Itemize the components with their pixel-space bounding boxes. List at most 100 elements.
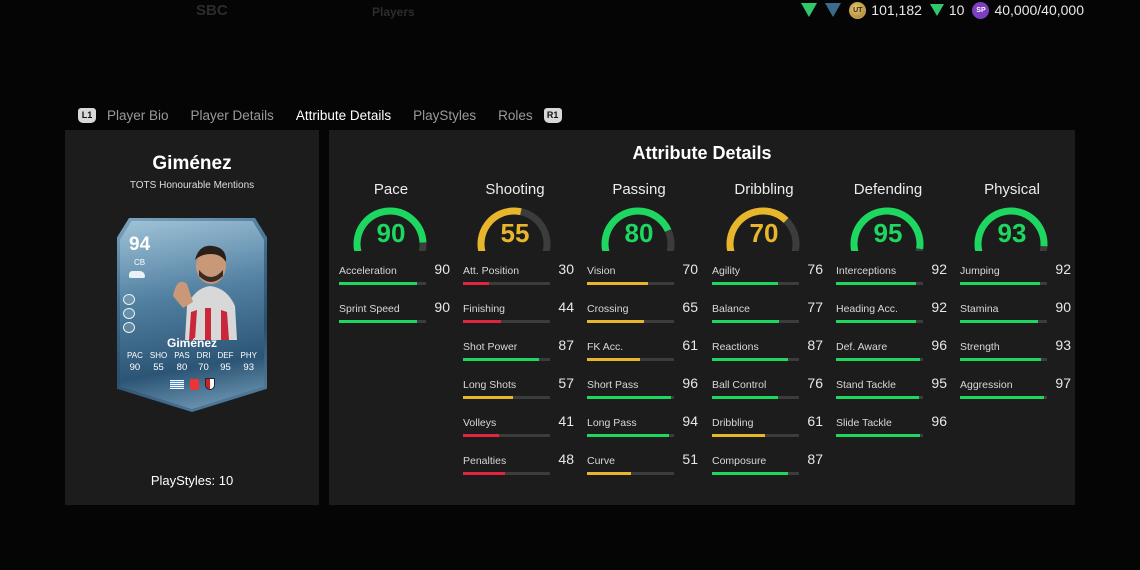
card-stat-dri: DRI 70	[196, 351, 211, 373]
player-card[interactable]: 94 CB Giménez PAC 90 SHO 55 PAS 80 DRI 70 DE…	[117, 218, 267, 412]
stat-label: Acceleration	[339, 265, 397, 277]
stat-row[interactable]: Att. Position 30	[463, 261, 574, 285]
stat-row[interactable]: Volleys 41	[463, 413, 574, 437]
gauge-fill	[601, 207, 675, 251]
category-name: Defending	[853, 181, 923, 198]
stat-value: 90	[434, 261, 450, 277]
card-version: TOTS Honourable Mentions	[129, 180, 255, 191]
boot-icon	[129, 271, 145, 278]
stat-row[interactable]: Strength 93	[960, 337, 1071, 361]
r1-bumper-icon[interactable]: R1	[543, 107, 562, 123]
category-gauge	[974, 207, 1048, 251]
tab-attribute-details[interactable]: Attribute Details	[295, 107, 392, 123]
stat-value: 90	[434, 299, 450, 315]
currency-bar: UT 101,182 10 SP 40,000/40,000	[801, 0, 1084, 20]
stat-bar-track	[960, 320, 1047, 323]
stat-value: 87	[558, 337, 574, 353]
tab-player-bio[interactable]: Player Bio	[107, 107, 169, 123]
stat-row[interactable]: Acceleration 90	[339, 261, 450, 285]
tab-player-details[interactable]: Player Details	[190, 107, 274, 123]
division-icon	[825, 3, 842, 17]
stat-label: Jumping	[960, 265, 1000, 277]
detail-tabs: L1 Player Bio Player Details Attribute D…	[78, 105, 562, 125]
stat-row[interactable]: Slide Tackle 96	[836, 413, 947, 437]
stat-bar-fill	[463, 358, 539, 361]
sp-value: 40,000/40,000	[994, 2, 1084, 18]
stat-row[interactable]: FK Acc. 61	[587, 337, 698, 361]
stat-label: Sprint Speed	[339, 303, 400, 315]
playstyle-icon	[123, 322, 135, 333]
player-card-panel: Giménez TOTS Honourable Mentions 94 CB G…	[65, 130, 319, 505]
player-name: Giménez	[152, 153, 232, 174]
stat-bar-fill	[339, 320, 418, 323]
category-rating: 80	[624, 218, 654, 248]
stat-row[interactable]: Ball Control 76	[712, 375, 823, 399]
stat-label: Heading Acc.	[836, 303, 898, 315]
stat-row[interactable]: Aggression 97	[960, 375, 1071, 399]
stat-row[interactable]: Dribbling 61	[712, 413, 823, 437]
stat-label: Strength	[960, 341, 1000, 353]
card-badges	[117, 378, 267, 390]
card-stat-pac: PAC 90	[127, 351, 143, 373]
stat-bar-track	[836, 320, 923, 323]
stat-label: Stand Tackle	[836, 379, 896, 391]
stat-label: Vision	[587, 265, 616, 277]
stat-row[interactable]: Stand Tackle 95	[836, 375, 947, 399]
tokens-display: 10	[929, 2, 964, 18]
gauge-fill	[353, 207, 427, 251]
stat-value: 51	[682, 451, 698, 467]
stat-value: 95	[931, 375, 947, 391]
stat-row[interactable]: Def. Aware 96	[836, 337, 947, 361]
stat-bar-track	[463, 320, 550, 323]
stat-row[interactable]: Shot Power 87	[463, 337, 574, 361]
stat-label: Slide Tackle	[836, 417, 892, 429]
nav-item-sbc[interactable]: SBC	[196, 2, 228, 19]
stat-row[interactable]: Interceptions 92	[836, 261, 947, 285]
tab-roles[interactable]: Roles	[498, 107, 533, 123]
l1-bumper-icon[interactable]: L1	[78, 107, 96, 123]
stat-row[interactable]: Crossing 65	[587, 299, 698, 323]
stat-row[interactable]: Finishing 44	[463, 299, 574, 323]
stat-row[interactable]: Short Pass 96	[587, 375, 698, 399]
club-badge-icon	[204, 378, 215, 390]
tab-playstyles[interactable]: PlayStyles	[413, 107, 477, 123]
stat-bar-track	[587, 472, 674, 475]
stat-row[interactable]: Agility 76	[712, 261, 823, 285]
stat-label: Def. Aware	[836, 341, 888, 353]
stat-bar-track	[712, 358, 799, 361]
stat-label: Agility	[712, 265, 741, 277]
nav-item-players[interactable]: Players	[372, 5, 415, 19]
stat-row[interactable]: Stamina 90	[960, 299, 1071, 323]
stat-row[interactable]: Heading Acc. 92	[836, 299, 947, 323]
stat-row[interactable]: Vision 70	[587, 261, 698, 285]
stat-bar-fill	[712, 434, 766, 437]
stat-value: 61	[807, 413, 823, 429]
stat-bar-track	[587, 396, 674, 399]
stat-label: Stamina	[960, 303, 999, 315]
stat-row[interactable]: Composure 87	[712, 451, 823, 475]
category-rating: 55	[500, 218, 530, 248]
stat-value: 87	[807, 337, 823, 353]
stat-bar-fill	[587, 320, 644, 323]
stat-row[interactable]: Balance 77	[712, 299, 823, 323]
stat-row[interactable]: Long Pass 94	[587, 413, 698, 437]
stat-bar-track	[836, 396, 923, 399]
stat-row[interactable]: Sprint Speed 90	[339, 299, 450, 323]
stat-bar-fill	[587, 396, 671, 399]
stat-value: 41	[558, 413, 574, 429]
stat-row[interactable]: Curve 51	[587, 451, 698, 475]
stat-row[interactable]: Penalties 48	[463, 451, 574, 475]
nation-flag-icon	[169, 379, 184, 389]
stat-bar-track	[836, 282, 923, 285]
stat-row[interactable]: Jumping 92	[960, 261, 1071, 285]
stat-label: Composure	[712, 455, 767, 467]
stat-row[interactable]: Reactions 87	[712, 337, 823, 361]
category-name: Dribbling	[734, 181, 794, 198]
stat-row[interactable]: Long Shots 57	[463, 375, 574, 399]
stat-value: 61	[682, 337, 698, 353]
coins-value: 101,182	[871, 2, 922, 18]
category-name: Shooting	[485, 181, 545, 198]
stat-value: 92	[931, 261, 947, 277]
stat-bar-track	[587, 282, 674, 285]
stat-label: Ball Control	[712, 379, 767, 391]
